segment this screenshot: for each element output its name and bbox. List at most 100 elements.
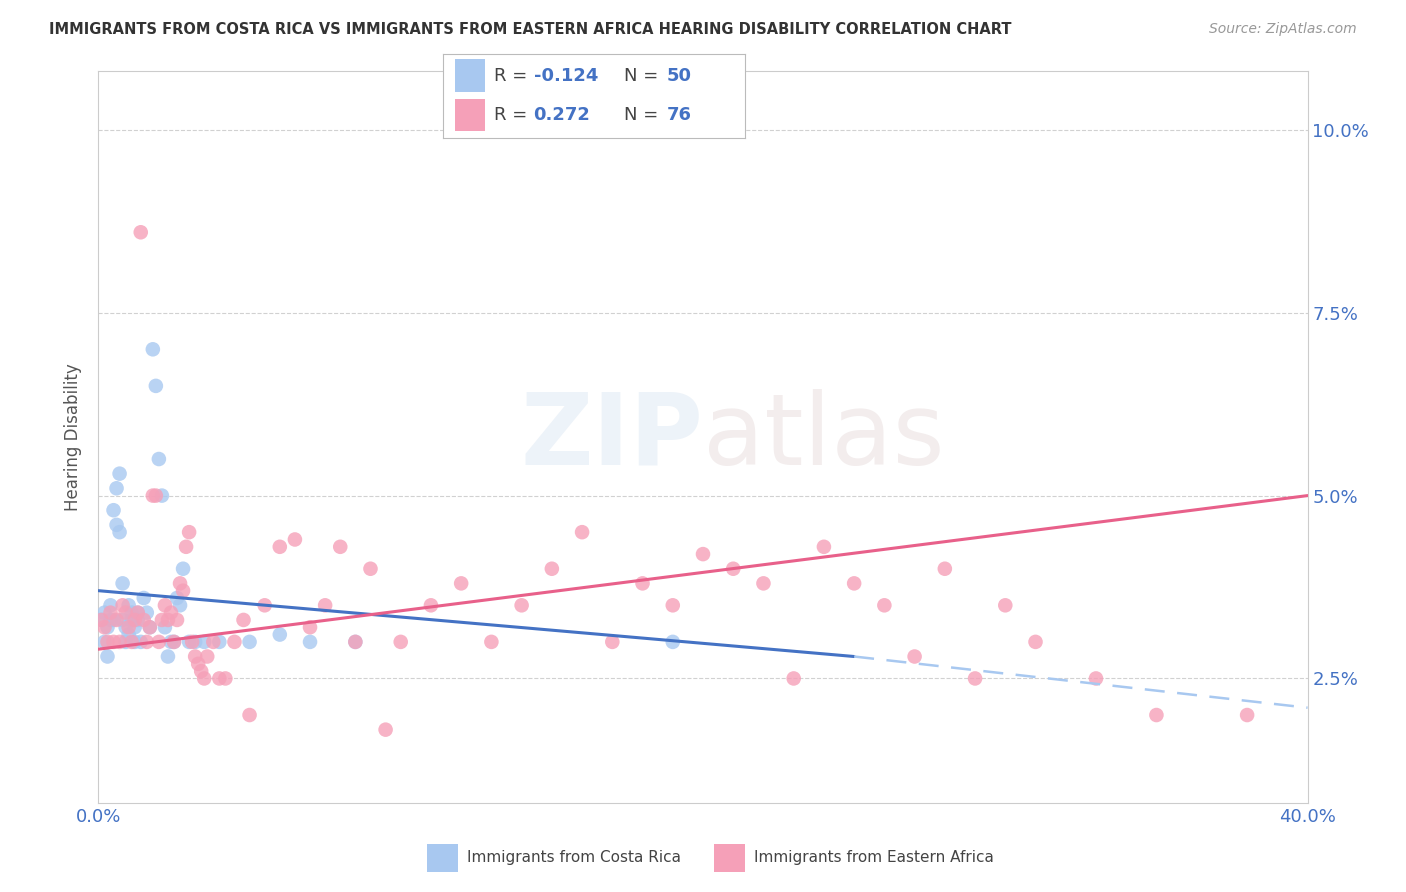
Point	[184, 635, 207, 649]
FancyBboxPatch shape	[427, 844, 458, 872]
Point	[118, 620, 141, 634]
Point	[193, 635, 215, 649]
Text: R =: R =	[495, 106, 533, 124]
Point	[723, 562, 745, 576]
Point	[153, 599, 176, 613]
Point	[100, 599, 122, 613]
Point	[156, 613, 179, 627]
Point	[783, 672, 806, 686]
Text: ZIP: ZIP	[520, 389, 703, 485]
Point	[571, 525, 593, 540]
Point	[329, 540, 352, 554]
Text: IMMIGRANTS FROM COSTA RICA VS IMMIGRANTS FROM EASTERN AFRICA HEARING DISABILITY : IMMIGRANTS FROM COSTA RICA VS IMMIGRANTS…	[49, 22, 1012, 37]
Point	[160, 606, 183, 620]
Point	[145, 379, 167, 393]
Point	[108, 525, 131, 540]
Point	[202, 635, 225, 649]
Point	[111, 599, 134, 613]
Text: N =: N =	[624, 67, 664, 85]
Point	[150, 613, 173, 627]
Point	[179, 635, 201, 649]
Point	[1144, 708, 1167, 723]
Point	[965, 672, 987, 686]
FancyBboxPatch shape	[714, 844, 745, 872]
Point	[631, 576, 654, 591]
Point	[132, 591, 155, 605]
Point	[153, 620, 176, 634]
Point	[193, 672, 215, 686]
Point	[1236, 708, 1258, 723]
Point	[114, 635, 136, 649]
Point	[142, 489, 165, 503]
Point	[148, 635, 170, 649]
Point	[108, 467, 131, 481]
Text: Immigrants from Eastern Africa: Immigrants from Eastern Africa	[754, 850, 994, 864]
Point	[172, 583, 194, 598]
Point	[135, 635, 157, 649]
Point	[510, 599, 533, 613]
Point	[169, 599, 191, 613]
Point	[873, 599, 896, 613]
Point	[692, 547, 714, 561]
Text: R =: R =	[495, 67, 533, 85]
Point	[129, 225, 152, 239]
Point	[124, 635, 146, 649]
Point	[96, 620, 118, 634]
Point	[93, 635, 115, 649]
Point	[121, 606, 143, 620]
Point	[90, 613, 112, 627]
Point	[187, 657, 209, 671]
Point	[389, 635, 412, 649]
Point	[360, 562, 382, 576]
Point	[661, 635, 683, 649]
Point	[1024, 635, 1046, 649]
Point	[269, 627, 291, 641]
Point	[114, 620, 136, 634]
Point	[314, 599, 336, 613]
Point	[90, 613, 112, 627]
Point	[127, 606, 149, 620]
Point	[160, 635, 183, 649]
Point	[103, 635, 125, 649]
Point	[111, 613, 134, 627]
Point	[139, 620, 162, 634]
Point	[127, 606, 149, 620]
Point	[121, 635, 143, 649]
Point	[224, 635, 246, 649]
Point	[481, 635, 503, 649]
Point	[179, 525, 201, 540]
Point	[844, 576, 866, 591]
Point	[904, 649, 927, 664]
Point	[96, 635, 118, 649]
Point	[139, 620, 162, 634]
Point	[111, 576, 134, 591]
Point	[156, 649, 179, 664]
Point	[934, 562, 956, 576]
Point	[172, 562, 194, 576]
Point	[118, 599, 141, 613]
Point	[174, 540, 197, 554]
Point	[124, 613, 146, 627]
Point	[208, 672, 231, 686]
Point	[148, 452, 170, 467]
Point	[540, 562, 562, 576]
Point	[374, 723, 396, 737]
Point	[253, 599, 276, 613]
Text: Source: ZipAtlas.com: Source: ZipAtlas.com	[1209, 22, 1357, 37]
Point	[208, 635, 231, 649]
Point	[269, 540, 291, 554]
Y-axis label: Hearing Disability: Hearing Disability	[65, 363, 83, 511]
Point	[195, 649, 218, 664]
Point	[813, 540, 835, 554]
Point	[232, 613, 254, 627]
Point	[121, 613, 143, 627]
Text: -0.124: -0.124	[534, 67, 598, 85]
Point	[602, 635, 624, 649]
Text: 76: 76	[666, 106, 692, 124]
FancyBboxPatch shape	[456, 99, 485, 131]
Point	[214, 672, 236, 686]
Point	[114, 606, 136, 620]
Point	[93, 620, 115, 634]
Point	[450, 576, 472, 591]
Point	[135, 606, 157, 620]
